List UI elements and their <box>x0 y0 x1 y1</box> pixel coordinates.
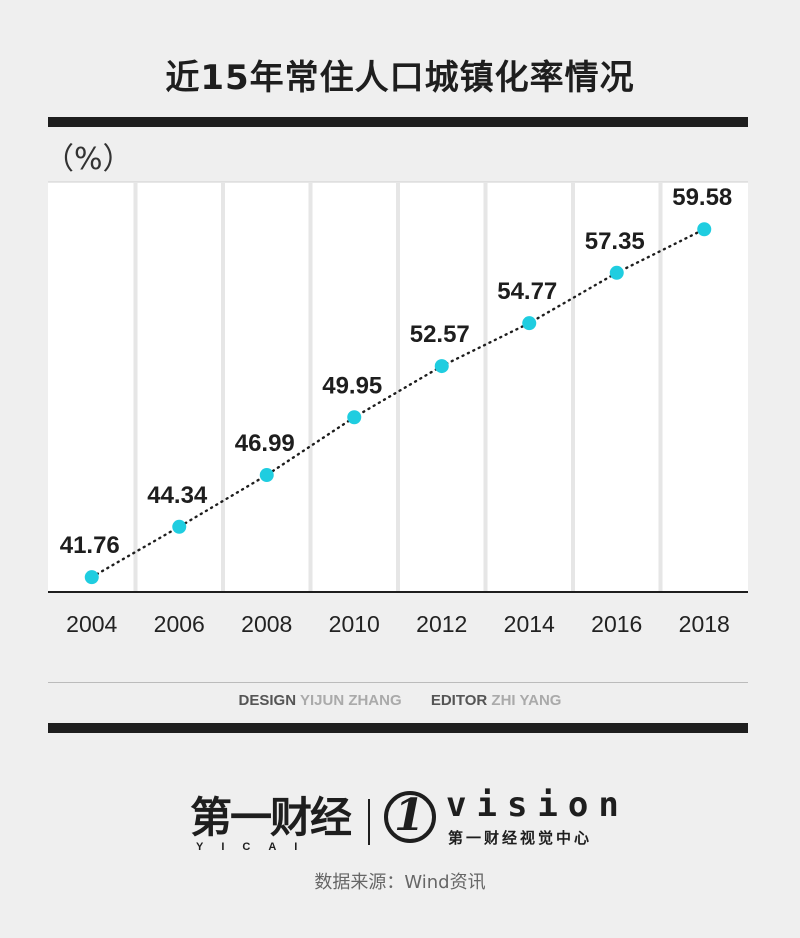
credits: DESIGN YIJUN ZHANG EDITOR ZHI YANG <box>0 692 800 709</box>
data-label: 41.76 <box>60 532 120 559</box>
bottom-divider <box>48 723 748 733</box>
data-label: 57.35 <box>585 228 645 255</box>
vision-mark: 1 <box>394 790 425 841</box>
credits-divider <box>48 682 748 683</box>
x-tick-label: 2016 <box>591 611 642 637</box>
data-source: 数据来源：Wind资讯 <box>314 872 486 893</box>
data-point <box>84 570 99 585</box>
vision-wordmark: vision <box>446 785 629 825</box>
data-point <box>609 265 624 280</box>
x-tick-label: 2012 <box>416 611 467 637</box>
data-point <box>172 519 187 534</box>
data-label: 54.77 <box>497 278 557 305</box>
editor-key: EDITOR <box>430 692 488 709</box>
data-point <box>697 222 712 237</box>
x-tick-label: 2004 <box>66 611 117 637</box>
logo-separator <box>368 799 370 845</box>
line-chart: 41.76 44.34 46.99 49.95 52.57 54.77 57.35 59.58… <box>48 181 748 637</box>
x-tick-label: 2018 <box>679 611 730 637</box>
x-tick-label: 2006 <box>154 611 205 637</box>
vision-subtitle: 第一财经视觉中心 <box>448 829 593 847</box>
editor-name: ZHI YANG <box>491 692 562 709</box>
design-key: DESIGN <box>238 692 297 709</box>
design-name: YIJUN ZHANG <box>299 692 402 709</box>
data-label: 49.95 <box>322 372 382 399</box>
data-point <box>347 410 362 425</box>
brand-logos: 第一财经 YICAI 1 vision 第一财经视觉中心 <box>0 785 800 855</box>
data-label: 59.58 <box>672 184 732 211</box>
x-tick-label: 2008 <box>241 611 292 637</box>
data-label: 52.57 <box>410 321 470 348</box>
x-tick-label: 2010 <box>329 611 380 637</box>
x-tick-label: 2014 <box>504 611 555 637</box>
data-label: 46.99 <box>235 430 295 457</box>
yicai-logo-en: YICAI <box>196 841 316 853</box>
data-point <box>522 316 537 331</box>
vision-circle-icon <box>384 791 436 843</box>
data-point <box>259 468 274 483</box>
yicai-logo: 第一财经 <box>190 793 352 842</box>
data-label: 44.34 <box>147 482 208 509</box>
chart-title: 近15年常住人口城镇化率情况 <box>165 58 635 98</box>
top-divider <box>48 117 748 127</box>
unit-label: （%） <box>44 142 133 177</box>
data-point <box>434 359 449 374</box>
